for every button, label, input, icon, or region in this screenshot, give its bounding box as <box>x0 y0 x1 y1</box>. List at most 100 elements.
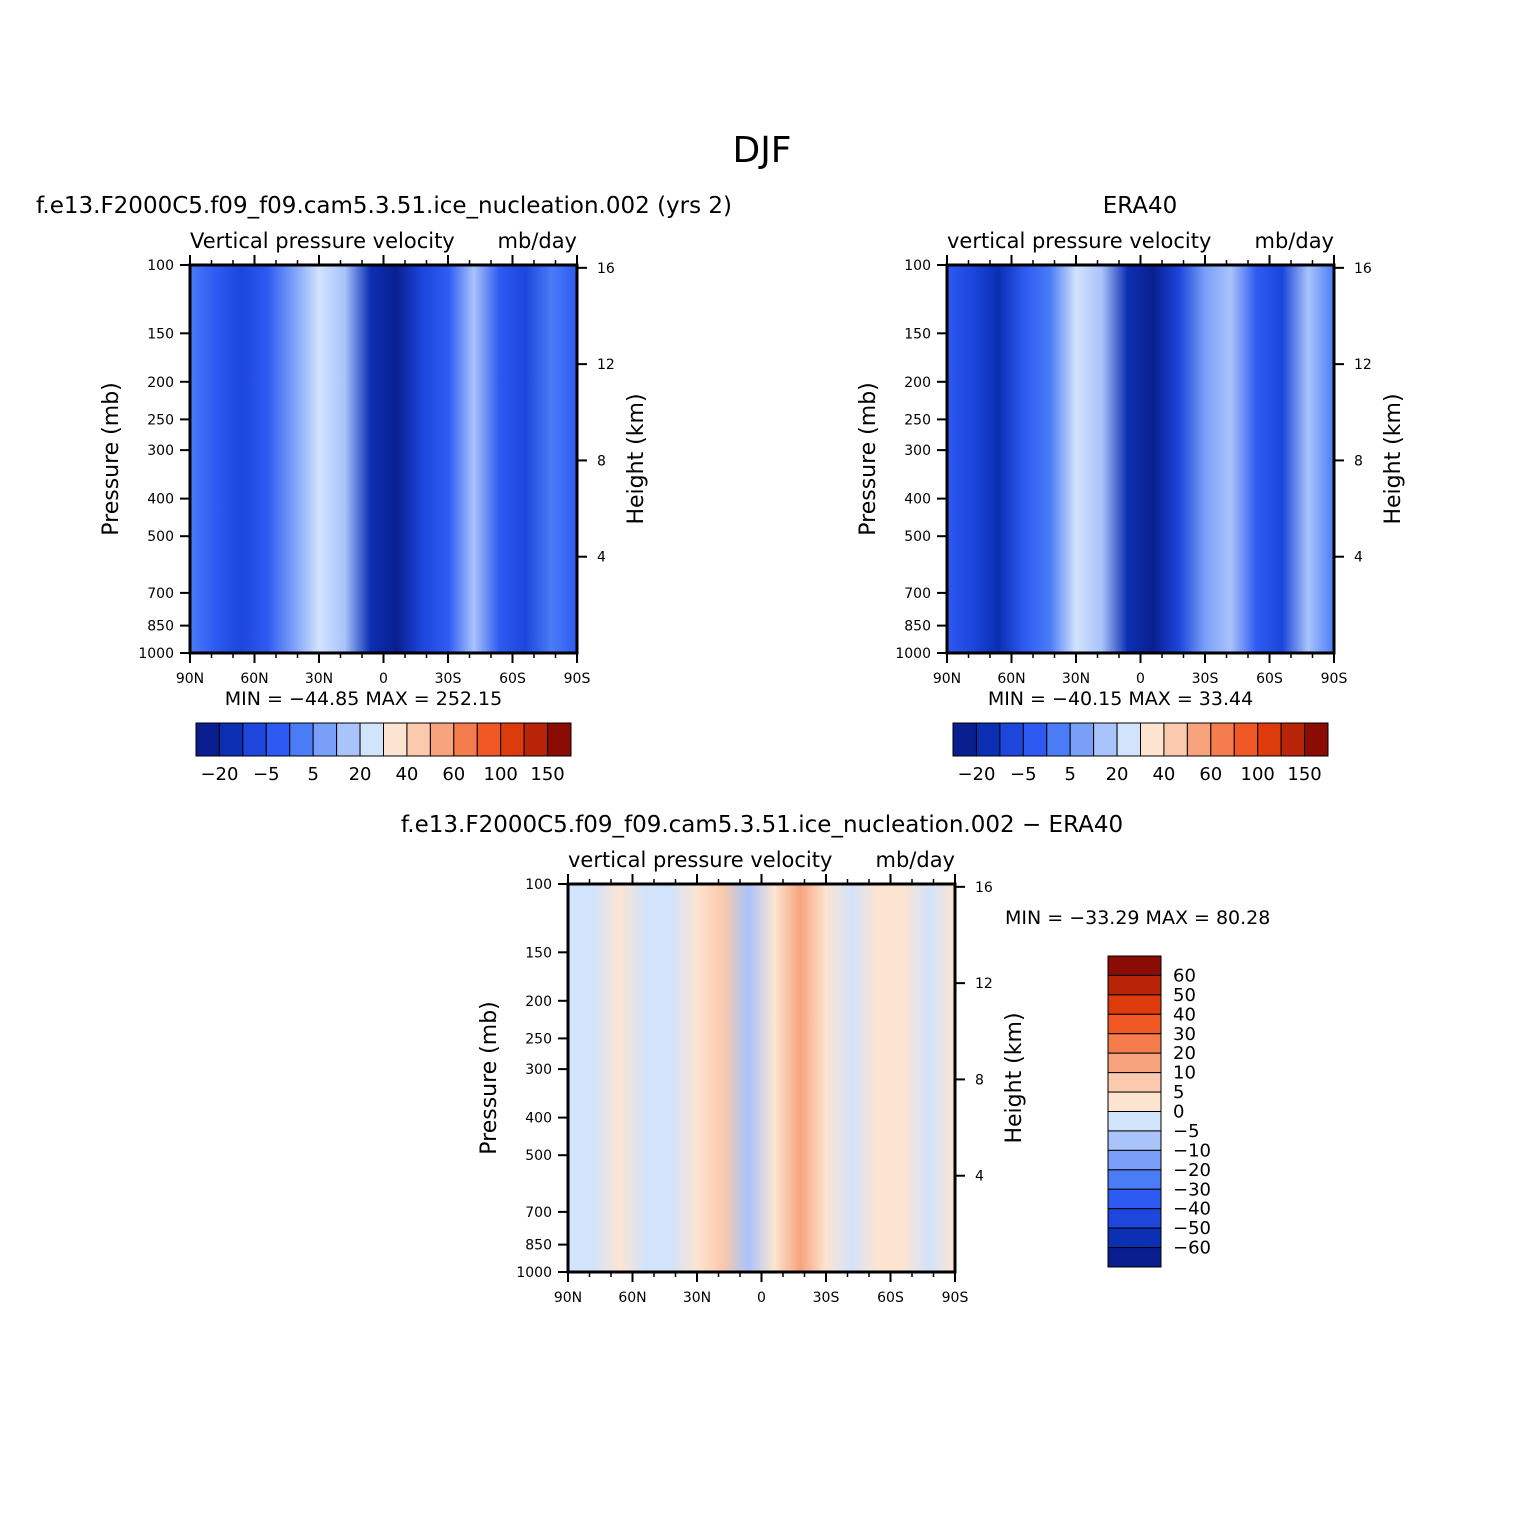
colorbar-box <box>1022 722 1048 757</box>
pressure-tick-label: 150 <box>525 945 552 961</box>
latitude-tick-label: 0 <box>379 671 388 687</box>
pressure-tick-label: 250 <box>904 412 931 428</box>
colorbar-box <box>1140 722 1165 757</box>
colorbar-label: −60 <box>1173 1238 1211 1259</box>
y-axis-label: Pressure (mb) <box>477 1001 502 1155</box>
panel-units: mb/day <box>498 229 578 253</box>
colorbar-box <box>1163 722 1188 757</box>
colorbar-box <box>359 722 384 757</box>
panel-title: f.e13.F2000C5.f09_f09.cam5.3.51.ice_nucl… <box>36 193 732 219</box>
colorbar-label: 60 <box>442 764 465 785</box>
colorbar-box <box>1107 1247 1162 1268</box>
colorbar-box <box>1107 1091 1162 1112</box>
colorbar-label: −5 <box>1010 764 1037 785</box>
colorbar-label: 5 <box>1173 1082 1184 1103</box>
pressure-tick-label: 150 <box>904 326 931 342</box>
colorbar-box <box>500 722 525 757</box>
pressure-tick-label: 400 <box>147 492 174 508</box>
colorbar-box <box>1304 722 1329 757</box>
panel-units: mb/day <box>876 848 956 872</box>
latitude-tick-label: 60S <box>499 671 526 687</box>
y-axis-label: Pressure (mb) <box>99 382 124 536</box>
latitude-tick-label: 30N <box>305 671 333 687</box>
latitude-tick-label: 90S <box>564 671 591 687</box>
colorbar-box <box>999 722 1024 757</box>
pressure-tick-label: 300 <box>904 443 931 459</box>
height-tick-label: 16 <box>975 880 993 896</box>
height-tick-label: 12 <box>597 357 615 373</box>
colorbar-box <box>1210 722 1235 757</box>
colorbar-label: −5 <box>1173 1121 1200 1142</box>
colorbar-box <box>1093 722 1118 757</box>
colorbar-label: 100 <box>1241 764 1275 785</box>
latitude-tick-label: 60S <box>1256 671 1283 687</box>
pressure-tick-label: 700 <box>147 586 174 602</box>
height-tick-label: 12 <box>975 976 993 992</box>
colorbar-label: 40 <box>395 764 418 785</box>
height-tick-label: 8 <box>597 453 606 469</box>
colorbar-box <box>523 722 549 757</box>
colorbar-box <box>1107 955 1162 976</box>
colorbar-box <box>1107 1052 1162 1074</box>
colorbar-box <box>218 722 244 757</box>
colorbar-box <box>547 722 572 757</box>
pressure-tick-label: 500 <box>904 529 931 545</box>
pressure-tick-label: 250 <box>147 412 174 428</box>
height-tick-label: 8 <box>1354 453 1363 469</box>
colorbar-label: −5 <box>253 764 280 785</box>
latitude-tick-label: 60N <box>997 671 1025 687</box>
colorbar-label: 60 <box>1173 965 1196 986</box>
pressure-tick-label: 700 <box>525 1205 552 1221</box>
colorbar-box <box>336 722 361 757</box>
latitude-tick-label: 60N <box>240 671 268 687</box>
pressure-tick-label: 200 <box>525 994 552 1010</box>
pressure-tick-label: 1000 <box>895 646 931 662</box>
latitude-tick-label: 90S <box>1321 671 1348 687</box>
panel-subtitle: Vertical pressure velocity <box>190 229 455 253</box>
pressure-tick-label: 200 <box>904 375 931 391</box>
colorbar-label: 150 <box>530 764 564 785</box>
colorbar-box <box>453 722 478 757</box>
colorbar-box <box>1107 1013 1162 1035</box>
height-tick-label: 8 <box>975 1072 984 1088</box>
colorbar-box <box>1107 1111 1162 1132</box>
colorbar-label: 150 <box>1287 764 1321 785</box>
colorbar-label: −20 <box>957 764 995 785</box>
y2-axis-label: Height (km) <box>1002 1012 1027 1143</box>
pressure-tick-label: 850 <box>904 619 931 635</box>
colorbar-label: −20 <box>1173 1160 1211 1181</box>
colorbar-label: 5 <box>1064 764 1075 785</box>
colorbar-label: 20 <box>349 764 372 785</box>
min-max-stats: MIN = −33.29 MAX = 80.28 <box>1005 907 1270 929</box>
colorbar-box <box>383 722 408 757</box>
pressure-tick-label: 850 <box>147 619 174 635</box>
colorbar-box <box>476 722 502 757</box>
panel-subtitle: vertical pressure velocity <box>947 229 1211 253</box>
colorbar-label: 0 <box>1173 1102 1184 1123</box>
colorbar-box <box>1107 1169 1162 1190</box>
latitude-tick-label: 90N <box>933 671 961 687</box>
colorbar-label: −20 <box>200 764 238 785</box>
colorbar-box <box>265 722 291 757</box>
colorbar-box <box>1069 722 1095 757</box>
height-tick-label: 4 <box>1354 550 1363 566</box>
colorbar-box <box>1107 994 1162 1015</box>
plot-field-model <box>190 265 577 653</box>
pressure-tick-label: 100 <box>904 258 931 274</box>
height-tick-label: 12 <box>1354 357 1372 373</box>
colorbar-label: 40 <box>1152 764 1175 785</box>
colorbar-label: 5 <box>307 764 318 785</box>
pressure-tick-label: 850 <box>525 1238 552 1254</box>
colorbar-label: 10 <box>1173 1063 1196 1084</box>
plot-field-obs <box>947 265 1334 653</box>
colorbar-box <box>1107 1149 1162 1171</box>
latitude-tick-label: 30N <box>1062 671 1090 687</box>
colorbar-label: 20 <box>1106 764 1129 785</box>
colorbar-box <box>1107 1188 1162 1210</box>
pressure-tick-label: 500 <box>525 1148 552 1164</box>
figure-main-title: DJF <box>732 130 791 171</box>
latitude-tick-label: 30S <box>435 671 462 687</box>
y-axis-label: Pressure (mb) <box>856 382 881 536</box>
colorbar-label: 100 <box>484 764 518 785</box>
